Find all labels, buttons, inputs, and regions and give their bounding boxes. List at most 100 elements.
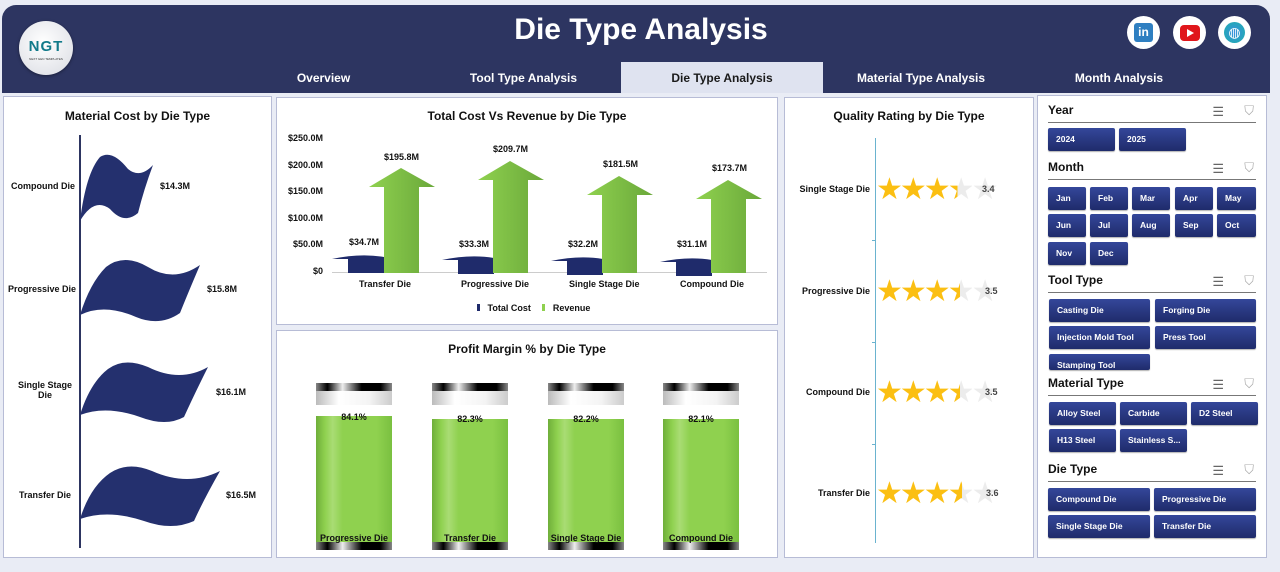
tab-overview[interactable]: Overview	[296, 70, 351, 85]
margin-cylinder: 82.1%	[663, 383, 739, 550]
revenue-arrow	[696, 180, 762, 273]
slicer-die-compound[interactable]: Compound Die	[1048, 488, 1150, 511]
clear-filter-icon[interactable]: ⛉	[1244, 103, 1254, 118]
x-category: Compound Die	[680, 279, 744, 289]
x-category: Progressive Die	[319, 533, 389, 543]
category-label: Single Stage Die	[799, 184, 870, 194]
axis-line	[875, 138, 876, 543]
slicer-tool-injection-mold-tool[interactable]: Injection Mold Tool	[1049, 326, 1150, 349]
profit-margin-chart: Profit Margin % by Die Type 84.1% 82.3% …	[276, 330, 778, 558]
slicer-header-year: Year ☰ ⛉	[1048, 101, 1256, 123]
rating-value: 3.4	[982, 184, 995, 194]
slicer-month-aug[interactable]: Aug	[1132, 214, 1170, 237]
slicer-die-progressive[interactable]: Progressive Die	[1154, 488, 1256, 511]
total-cost-label: $32.2M	[568, 239, 599, 249]
revenue-label: $173.7M	[712, 163, 748, 173]
material-cost-chart: Material Cost by Die Type Compound Die $…	[3, 96, 272, 558]
slicer-header-month: Month ☰ ⛉	[1048, 158, 1256, 180]
linkedin-button[interactable]: in	[1127, 16, 1160, 49]
category-label: Transfer Die	[817, 488, 870, 498]
slicer-material-h13-steel[interactable]: H13 Steel	[1049, 429, 1116, 452]
category-label: Transfer Die	[18, 490, 72, 500]
total-cost-label: $31.1M	[677, 239, 708, 249]
multi-select-icon[interactable]: ☰	[1212, 377, 1224, 392]
youtube-icon	[1179, 24, 1200, 41]
rating-value: 3.5	[985, 387, 998, 397]
tab-material-type-analysis[interactable]: Material Type Analysis	[856, 70, 986, 85]
slicer-month-apr[interactable]: Apr	[1175, 187, 1213, 210]
y-tick: $100.0M	[287, 213, 323, 223]
legend-swatch-total-cost	[477, 304, 480, 311]
clear-filter-icon[interactable]: ⛉	[1244, 376, 1254, 391]
value-label: $16.1M	[216, 387, 247, 397]
x-category: Single Stage Die	[569, 279, 640, 289]
slicer-die-single-stage[interactable]: Single Stage Die	[1048, 515, 1150, 538]
linkedin-icon: in	[1134, 23, 1153, 42]
y-tick: $150.0M	[287, 186, 323, 196]
star-rating: ★★★★★	[876, 376, 998, 409]
category-label: Single Stage Die	[17, 380, 72, 400]
slicer-die-transfer[interactable]: Transfer Die	[1154, 515, 1256, 538]
margin-cylinder: 82.2%	[548, 383, 624, 550]
multi-select-icon[interactable]: ☰	[1212, 104, 1224, 119]
total-cost-label: $34.7M	[349, 237, 380, 247]
slicer-month-dec[interactable]: Dec	[1090, 242, 1128, 265]
multi-select-icon[interactable]: ☰	[1212, 463, 1224, 478]
slicer-material-alloy-steel[interactable]: Alloy Steel	[1049, 402, 1116, 425]
margin-cylinder: 82.3%	[432, 383, 508, 550]
revenue-label: $181.5M	[603, 159, 639, 169]
y-tick: $250.0M	[287, 133, 323, 143]
slicer-month-may[interactable]: May	[1217, 187, 1256, 210]
slicer-tool-stamping-tool[interactable]: Stamping Tool	[1049, 354, 1150, 370]
tab-tool-type-analysis[interactable]: Tool Type Analysis	[469, 70, 578, 85]
slicer-month-feb[interactable]: Feb	[1090, 187, 1128, 210]
y-tick: $50.0M	[292, 239, 323, 249]
slicer-month-nov[interactable]: Nov	[1048, 242, 1086, 265]
clear-filter-icon[interactable]: ⛉	[1244, 273, 1254, 288]
slicer-tool-forging-die[interactable]: Forging Die	[1155, 299, 1256, 322]
slicer-month-jul[interactable]: Jul	[1090, 214, 1128, 237]
website-button[interactable]: ◍	[1218, 16, 1251, 49]
slicer-month-sep[interactable]: Sep	[1175, 214, 1213, 237]
revenue-arrow	[478, 161, 544, 273]
revenue-label: $209.7M	[493, 144, 529, 154]
chart-title: Quality Rating by Die Type	[833, 109, 985, 123]
slicer-year-2024[interactable]: 2024	[1048, 128, 1115, 151]
page-title: Die Type Analysis	[514, 13, 768, 46]
chart-title: Total Cost Vs Revenue by Die Type	[427, 109, 627, 123]
dashboard-header: NGT NEXT GEN TEMPLATES Die Type Analysis…	[2, 5, 1270, 93]
category-label: Compound Die	[806, 387, 870, 397]
multi-select-icon[interactable]: ☰	[1212, 274, 1224, 289]
tab-die-type-analysis[interactable]: Die Type Analysis	[621, 62, 823, 93]
slicer-month-jun[interactable]: Jun	[1048, 214, 1086, 237]
category-label: Progressive Die	[801, 286, 870, 296]
x-category: Progressive Die	[461, 279, 530, 289]
slicer-material-carbide[interactable]: Carbide	[1120, 402, 1187, 425]
slicer-month-mar[interactable]: Mar	[1132, 187, 1170, 210]
multi-select-icon[interactable]: ☰	[1212, 161, 1224, 176]
slicer-tool-press-tool[interactable]: Press Tool	[1155, 326, 1256, 349]
clear-filter-icon[interactable]: ⛉	[1244, 160, 1254, 175]
total-cost-bar	[332, 255, 384, 273]
flag-bar	[80, 154, 153, 221]
margin-cylinder: 84.1%	[316, 383, 392, 550]
tab-month-analysis[interactable]: Month Analysis	[1074, 70, 1164, 85]
nav-tabs: Overview Tool Type Analysis Die Type Ana…	[221, 62, 1219, 93]
clear-filter-icon[interactable]: ⛉	[1244, 462, 1254, 477]
slicer-material-d2-steel[interactable]: D2 Steel	[1191, 402, 1258, 425]
youtube-button[interactable]	[1173, 16, 1206, 49]
chart-legend: Total Cost Revenue	[477, 303, 590, 313]
slicer-tool-casting-die[interactable]: Casting Die	[1049, 299, 1150, 322]
y-tick: $200.0M	[287, 160, 323, 170]
chart-title: Material Cost by Die Type	[64, 109, 211, 123]
legend-swatch-revenue	[542, 304, 546, 311]
star-rating: ★★★★★	[876, 477, 998, 510]
revenue-label: $195.8M	[384, 152, 420, 162]
x-axis	[332, 272, 767, 273]
x-category: Transfer Die	[359, 279, 412, 289]
slicer-month-oct[interactable]: Oct	[1217, 214, 1256, 237]
slicer-month-jan[interactable]: Jan	[1048, 187, 1086, 210]
slicer-material-stainless-steel[interactable]: Stainless S...	[1120, 429, 1187, 452]
globe-icon: ◍	[1224, 22, 1245, 43]
slicer-year-2025[interactable]: 2025	[1119, 128, 1186, 151]
